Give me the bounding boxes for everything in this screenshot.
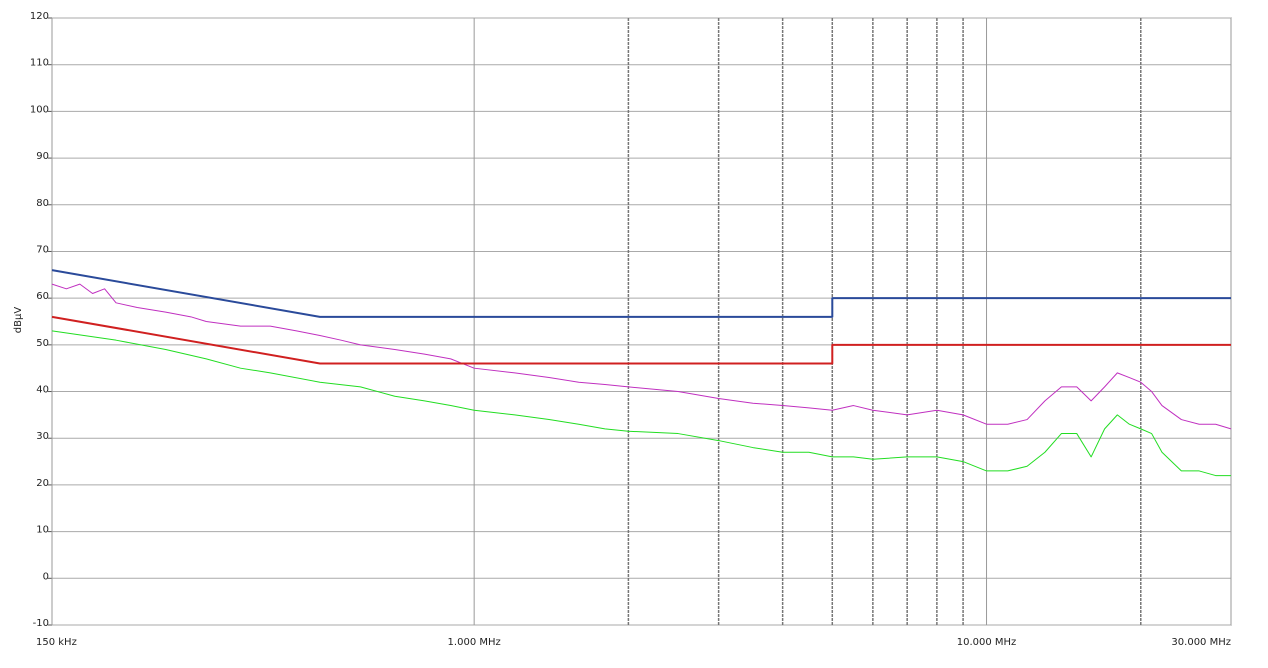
y-tick-label: 40 (36, 385, 49, 396)
x-tick-label: 150 kHz (36, 637, 77, 648)
y-tick-label: 60 (36, 291, 49, 302)
y-tick-label: 10 (36, 525, 49, 536)
y-tick-label: 80 (36, 198, 49, 209)
y-tick-label: 0 (43, 571, 49, 582)
y-tick-label: -10 (33, 618, 49, 629)
y-tick-label: 20 (36, 478, 49, 489)
y-tick-label: 50 (36, 338, 49, 349)
series-line (51, 283, 1232, 430)
x-tick-label: 1.000 MHz (448, 637, 501, 648)
y-tick-label: 120 (30, 11, 49, 22)
y-axis-label: dBµV (13, 307, 24, 334)
y-tick-label: 90 (36, 151, 49, 162)
x-tick-label: 30.000 MHz (1171, 637, 1231, 648)
plot-area (51, 17, 1232, 626)
y-tick-label: 100 (30, 104, 49, 115)
series-line (51, 269, 1231, 318)
x-tick-label: 10.000 MHz (957, 637, 1017, 648)
y-tick-label: 30 (36, 431, 49, 442)
y-tick-label: 110 (30, 58, 49, 69)
y-tick-label: 70 (36, 244, 49, 255)
series-line (51, 330, 1231, 477)
series-line (51, 315, 1231, 365)
